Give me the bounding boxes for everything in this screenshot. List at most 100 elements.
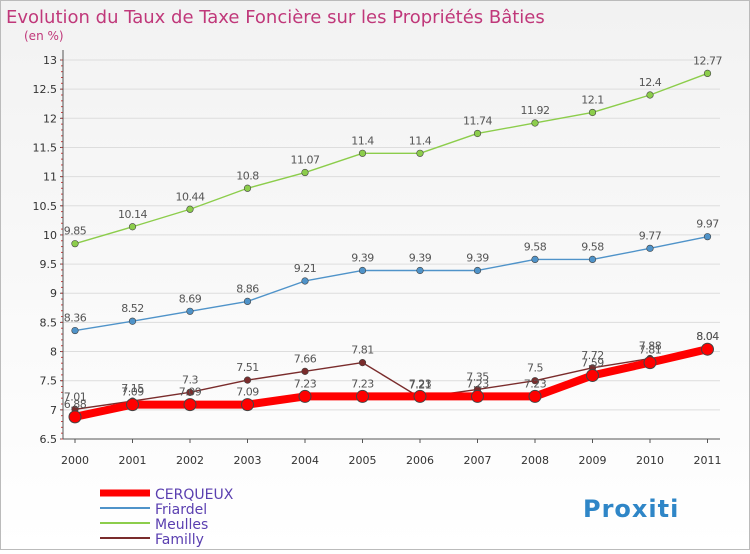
legend-item-familly[interactable]: Familly <box>100 532 204 548</box>
data-point-cerqueux <box>643 356 657 370</box>
data-point-friardel <box>186 307 194 315</box>
legend-item-meulles[interactable]: Meulles <box>100 517 208 533</box>
data-label-cerqueux: 6.88 <box>64 398 87 411</box>
data-point-friardel <box>473 266 482 275</box>
data-point-meulles <box>416 149 424 157</box>
data-label-cerqueux: 7.23 <box>524 377 547 390</box>
data-point-familly <box>243 376 252 384</box>
data-point-friardel <box>71 326 79 335</box>
data-label-meulles: 11.92 <box>521 104 550 117</box>
data-label-meulles: 11.74 <box>463 114 492 127</box>
data-point-meulles <box>588 108 597 117</box>
x-tick-label: 2010 <box>636 454 664 467</box>
data-point-cerqueux <box>68 410 82 424</box>
data-label-familly: 7.35 <box>466 370 489 383</box>
data-point-familly <box>186 388 194 396</box>
data-label-familly: 7.21 <box>409 379 432 392</box>
data-label-cerqueux: 7.09 <box>179 386 202 399</box>
chart-unit-label: (en %) <box>24 29 64 43</box>
data-label-meulles: 12.4 <box>639 76 662 89</box>
data-point-cerqueux <box>298 389 312 403</box>
data-label-familly: 7.88 <box>639 340 662 353</box>
x-tick-label: 2011 <box>694 454 722 467</box>
data-point-cerqueux <box>183 398 197 412</box>
data-label-friardel: 9.21 <box>294 262 317 275</box>
series-group: 6.887.09 7.09 7.097.23 7.23 7.23 7.23 7.237.59… <box>64 54 723 424</box>
data-point-friardel <box>128 317 137 325</box>
x-tick-label: 2005 <box>349 454 377 467</box>
legend-label-cerqueux: CERQUEUX <box>155 487 234 503</box>
data-label-friardel: 9.58 <box>581 240 604 253</box>
y-tick-label: 13 <box>43 54 57 67</box>
data-point-cerqueux <box>241 398 254 412</box>
data-label-cerqueux: 7.23 <box>409 377 432 390</box>
series-meulles <box>71 69 712 248</box>
data-label-friardel: 9.39 <box>466 251 489 264</box>
data-point-cerqueux <box>528 389 542 403</box>
data-point-cerqueux <box>586 368 599 382</box>
data-label-familly: 7.51 <box>236 361 259 374</box>
data-label-cerqueux: 8.04 <box>696 330 719 343</box>
data-point-cerqueux <box>356 389 369 403</box>
grid-lines <box>63 59 720 440</box>
data-label-familly: 7.81 <box>351 344 374 357</box>
x-tick-label: 2008 <box>521 454 549 467</box>
y-tick-label: 7.5 <box>40 375 58 388</box>
y-tick-label: 8 <box>50 346 57 359</box>
x-tick-label: 2006 <box>406 454 434 467</box>
y-tick-label: 6.5 <box>40 433 58 446</box>
legend-item-cerqueux[interactable]: CERQUEUX <box>100 487 234 503</box>
brand-logo: Proxiti <box>583 495 678 523</box>
data-point-friardel <box>588 255 597 264</box>
data-point-meulles <box>186 205 194 213</box>
data-label-meulles: 12.1 <box>581 93 604 106</box>
data-point-cerqueux <box>471 389 484 403</box>
data-label-familly: 7.66 <box>294 352 317 365</box>
y-tick-label: 9.5 <box>40 258 58 271</box>
legend-item-friardel[interactable]: Friardel <box>100 502 207 518</box>
y-tick-label: 12 <box>43 112 57 125</box>
data-label-familly: 7.01 <box>64 390 87 403</box>
data-point-meulles <box>301 168 309 177</box>
axes <box>60 50 720 443</box>
data-point-meulles <box>128 223 137 231</box>
data-point-friardel <box>301 277 309 285</box>
x-tick-label: 2004 <box>291 454 319 467</box>
data-point-friardel <box>646 244 654 252</box>
series-line-familly <box>74 348 709 410</box>
y-tick-label: 7 <box>50 404 57 417</box>
data-label-friardel: 8.52 <box>121 302 144 315</box>
data-point-meulles <box>358 149 367 157</box>
x-tick-label: 2001 <box>119 454 147 467</box>
data-label-meulles: 11.4 <box>409 134 432 147</box>
y-tick-label: 8.5 <box>40 316 58 329</box>
data-label-friardel: 9.58 <box>524 240 547 253</box>
data-label-familly: 7.5 <box>527 362 543 375</box>
y-tick-label: 11.5 <box>33 141 58 154</box>
data-label-cerqueux: 7.23 <box>351 377 374 390</box>
data-point-friardel <box>243 297 252 305</box>
y-tick-label: 10 <box>43 229 57 242</box>
x-tick-label: 2002 <box>176 454 204 467</box>
data-label-cerqueux: 7.59 <box>581 356 604 369</box>
x-tick-label: 2009 <box>579 454 607 467</box>
data-label-friardel: 9.97 <box>696 218 719 231</box>
data-point-cerqueux <box>126 398 139 412</box>
data-point-familly <box>301 367 309 375</box>
data-point-friardel <box>416 266 424 275</box>
legend-label-friardel: Friardel <box>155 502 207 518</box>
data-label-friardel: 9.39 <box>351 251 374 264</box>
data-label-meulles: 10.8 <box>236 169 259 182</box>
data-point-meulles <box>243 184 252 192</box>
data-point-cerqueux <box>701 342 714 356</box>
data-label-cerqueux: 7.23 <box>466 377 489 390</box>
chart-title: Evolution du Taux de Taxe Foncière sur l… <box>6 7 545 28</box>
data-point-familly <box>358 359 367 367</box>
series-friardel <box>71 233 712 335</box>
x-tick-label: 2000 <box>61 454 89 467</box>
data-point-friardel <box>703 233 712 241</box>
data-label-cerqueux: 7.81 <box>639 344 662 357</box>
